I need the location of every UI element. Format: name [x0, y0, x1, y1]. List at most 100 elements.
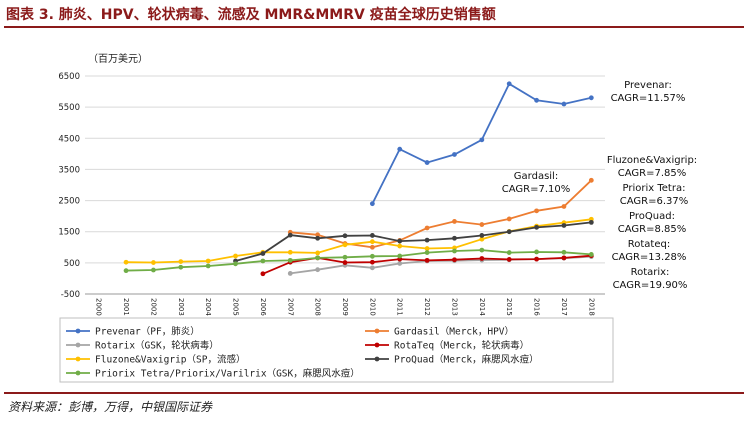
data-point: [369, 253, 375, 259]
data-point: [397, 238, 403, 244]
legend-label: Priorix Tetra/Priorix/Varilrix（GSK，麻腮风水痘…: [95, 368, 360, 380]
data-point: [561, 204, 567, 209]
x-tick-labels: 2000 2001 2002 2003 2004 2005 2006 2007 2008 2009…: [95, 298, 596, 316]
series-0: [369, 81, 594, 207]
data-point: [369, 239, 375, 245]
legend: Prevenar（PF，肺炎） Gardasil（Merck，HPV） Rotari…: [66, 326, 539, 380]
data-point: [452, 257, 457, 263]
data-point: [534, 208, 539, 214]
series-4: [123, 216, 594, 265]
data-point: [287, 271, 293, 276]
data-point: [233, 261, 238, 267]
cagr-annotation-text: Priorix Tetra:: [623, 183, 686, 194]
data-point: [178, 259, 184, 265]
y-tick-label: 2500: [58, 197, 80, 207]
legend-swatch-marker: [75, 356, 81, 362]
data-point: [342, 233, 348, 239]
cagr-annotation-text: CAGR=7.85%: [618, 168, 687, 179]
data-point: [369, 265, 375, 271]
data-point: [424, 225, 430, 231]
series-line: [126, 249, 592, 272]
cagr-annotation-text: Gardasil:: [514, 171, 558, 182]
legend-label: Rotarix（GSK，轮状病毒）: [95, 340, 219, 352]
legend-entry: ProQuad（Merck，麻腮风水痘）: [365, 354, 539, 366]
data-point: [287, 232, 293, 238]
data-point: [424, 237, 430, 243]
data-point: [479, 222, 485, 227]
data-point: [342, 254, 348, 260]
legend-label: Prevenar（PF，肺炎）: [95, 326, 200, 338]
chart-title: 图表 3. 肺炎、HPV、轮状病毒、流感及 MMR&MMRV 疫苗全球历史销售额: [6, 7, 496, 23]
data-point: [205, 258, 211, 264]
data-point: [315, 255, 321, 261]
x-tick-label: 2014: [478, 298, 486, 316]
series-6: [123, 247, 594, 274]
y-tick-label: 5500: [58, 103, 80, 113]
data-point: [315, 235, 321, 241]
data-point: [369, 259, 375, 265]
legend-swatch-marker: [374, 342, 380, 348]
grid-lines: [85, 75, 605, 295]
legend-label: Fluzone&Vaxigrip（SP，流感）: [95, 354, 245, 366]
data-point: [588, 219, 594, 225]
legend-swatch-marker: [75, 342, 81, 348]
data-point: [424, 257, 430, 263]
data-point: [397, 253, 403, 259]
data-point: [260, 258, 266, 264]
legend-entry: Gardasil（Merck，HPV）: [365, 326, 514, 338]
y-tick-label: 3500: [58, 165, 80, 175]
legend-swatch-marker: [374, 328, 380, 334]
data-point: [397, 243, 403, 249]
x-tick-label: 2002: [149, 298, 157, 316]
data-point: [315, 250, 321, 256]
cagr-annotation-text: Fluzone&Vaxigrip:: [607, 155, 697, 166]
series-3: [260, 253, 594, 277]
x-tick-label: 2011: [396, 298, 404, 316]
data-point: [123, 268, 129, 274]
legend-entry: Fluzone&Vaxigrip（SP，流感）: [66, 354, 245, 366]
series-lines: [123, 81, 594, 277]
data-point: [506, 216, 512, 222]
data-point: [479, 137, 485, 143]
data-point: [315, 232, 321, 238]
legend-entry: RotaTeq（Merck，轮状病毒）: [365, 340, 529, 352]
data-point: [342, 242, 348, 248]
unit-label: （百万美元）: [88, 52, 148, 65]
x-tick-label: 2018: [587, 298, 595, 316]
data-point: [315, 267, 321, 273]
data-point: [561, 223, 567, 228]
cagr-annotation-text: Prevenar:: [624, 80, 672, 91]
data-point: [151, 267, 156, 273]
data-point: [506, 257, 512, 262]
data-point: [397, 146, 403, 152]
data-point: [506, 229, 512, 235]
data-point: [424, 250, 430, 255]
x-tick-label: 2013: [450, 298, 458, 316]
data-point: [506, 250, 512, 255]
x-tick-label: 2012: [423, 298, 431, 316]
data-point: [452, 219, 457, 224]
y-tick-labels: -500 500 1500 2500 3500 4500 5500 6500: [58, 72, 80, 300]
x-tick-label: 2017: [560, 298, 568, 316]
data-point: [424, 246, 430, 251]
x-tick-label: 2005: [232, 298, 240, 316]
data-point: [479, 256, 485, 261]
data-point: [369, 201, 375, 207]
data-point: [588, 177, 594, 183]
y-tick-label: 1500: [58, 228, 80, 238]
cagr-annotation-text: CAGR=11.57%: [611, 93, 686, 104]
data-point: [452, 152, 457, 157]
cagr-annotation-text: ProQuad:: [629, 211, 675, 222]
cagr-annotation-text: Rotarix:: [631, 267, 670, 278]
legend-label: ProQuad（Merck，麻腮风水痘）: [394, 354, 539, 366]
data-point: [287, 249, 293, 255]
x-tick-label: 2001: [122, 298, 130, 316]
x-tick-label: 2015: [505, 298, 513, 316]
data-point: [534, 249, 539, 255]
legend-swatch-marker: [75, 370, 81, 376]
data-point: [369, 233, 375, 238]
legend-entry: Prevenar（PF，肺炎）: [66, 326, 200, 338]
data-point: [369, 244, 375, 250]
data-point: [588, 95, 594, 101]
data-point: [479, 233, 485, 238]
